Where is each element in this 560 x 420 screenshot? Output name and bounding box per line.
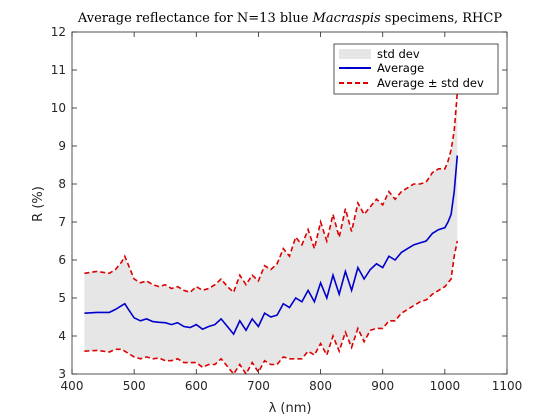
y-tick-label: 5 <box>58 291 66 305</box>
x-tick-label: 600 <box>185 379 208 393</box>
y-tick-label: 4 <box>58 329 66 343</box>
chart-title: Average reflectance for N=13 blue Macras… <box>77 11 502 26</box>
std-dev-fill <box>84 92 458 375</box>
x-tick-label: 400 <box>61 379 84 393</box>
x-tick-label: 500 <box>123 379 146 393</box>
axes-box <box>71 31 508 375</box>
legend-label-average: Average <box>377 61 424 75</box>
y-tick-label: 6 <box>58 253 66 267</box>
plot-area <box>84 92 459 376</box>
y-tick-label: 3 <box>58 367 66 381</box>
y-tick-label: 8 <box>58 177 66 191</box>
average-line <box>84 155 459 336</box>
y-tick-label: 12 <box>51 25 66 39</box>
lower-std-line <box>84 240 459 376</box>
y-tick-label: 10 <box>51 101 66 115</box>
x-axis-label: λ (nm) <box>269 401 312 416</box>
upper-std-line <box>84 92 459 294</box>
legend-label-std-dev: std dev <box>377 47 420 61</box>
x-tick-label: 800 <box>309 379 332 393</box>
x-tick-label: 1100 <box>492 379 523 393</box>
y-tick-label: 11 <box>51 63 66 77</box>
x-tick-label: 700 <box>247 379 270 393</box>
x-tick-label: 900 <box>371 379 394 393</box>
y-axis-label: R (%) <box>31 186 46 222</box>
y-tick-label: 9 <box>58 139 66 153</box>
legend-label-band: Average ± std dev <box>377 76 484 90</box>
axes: 400 500 600 700 800 900 1000 1100 3 4 5 6 7 8 9 10 11 12 <box>51 25 523 393</box>
y-tick-label: 7 <box>58 215 66 229</box>
legend-swatch-std-dev <box>339 49 371 59</box>
legend: std dev Average Average ± std dev <box>333 43 499 95</box>
x-tick-label: 1000 <box>430 379 461 393</box>
